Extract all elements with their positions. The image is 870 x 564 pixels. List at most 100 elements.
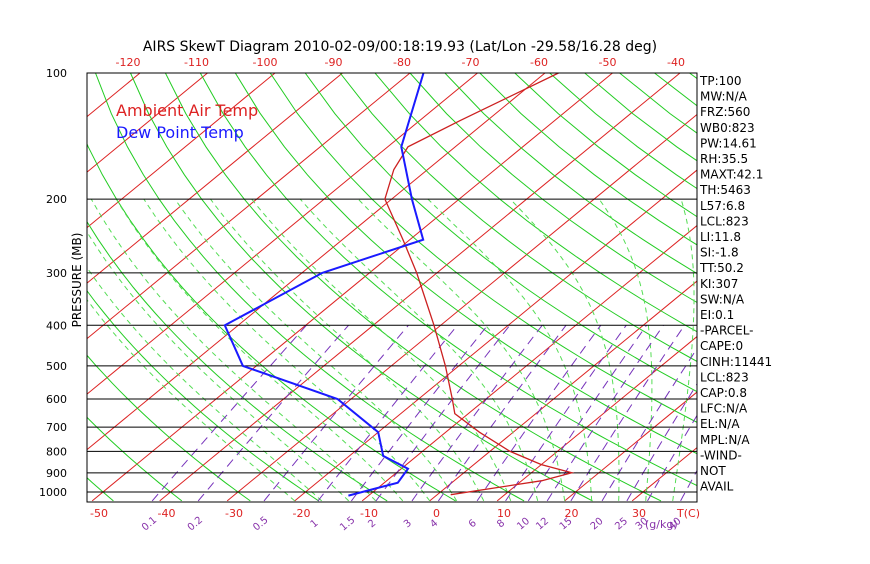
index-label: WB0:823 bbox=[700, 121, 755, 135]
moist-adiabat-line bbox=[116, 199, 402, 501]
chart-title: AIRS SkewT Diagram 2010-02-09/00:18:19.9… bbox=[143, 39, 657, 55]
mixing-ratio-line bbox=[318, 325, 457, 501]
dry-adiabat-line bbox=[270, 73, 866, 501]
isotherm-line bbox=[25, 73, 545, 501]
index-label: CAPE:0 bbox=[700, 339, 743, 353]
dry-adiabat-line bbox=[515, 73, 870, 501]
mixing-ratio-line bbox=[376, 325, 510, 501]
isotherm-line bbox=[0, 73, 73, 501]
top-temp-tick-label: -120 bbox=[116, 56, 141, 69]
top-temp-tick-label: -110 bbox=[184, 56, 209, 69]
bottom-temp-tick-label: -10 bbox=[360, 507, 378, 520]
bottom-temp-tick-label: -30 bbox=[225, 507, 243, 520]
index-label: NOT bbox=[700, 464, 726, 478]
mixing-ratio-unit: (g/kg) bbox=[645, 518, 678, 531]
pressure-tick-label: 300 bbox=[46, 267, 67, 280]
moist-adiabat-line bbox=[510, 199, 619, 501]
moist-adiabat-line bbox=[300, 199, 538, 501]
pressure-tick-label: 400 bbox=[46, 319, 67, 332]
moist-adiabat-line bbox=[47, 199, 322, 501]
dry-adiabat-line bbox=[829, 73, 870, 501]
dry-adiabat-line bbox=[480, 73, 870, 501]
moist-adiabat-line bbox=[211, 199, 484, 501]
legend-entry-ambient-air-temp: Ambient Air Temp bbox=[116, 101, 258, 120]
mixing-ratio-line bbox=[571, 325, 685, 501]
pressure-tick-label: 800 bbox=[46, 445, 67, 458]
mixing-ratio-tick-label: 12 bbox=[534, 516, 551, 533]
index-label: -PARCEL- bbox=[700, 324, 754, 338]
isotherm-line bbox=[497, 73, 870, 501]
index-label: PW:14.61 bbox=[700, 136, 757, 150]
index-label: MPL:N/A bbox=[700, 433, 750, 447]
moist-adiabat-line bbox=[358, 199, 565, 501]
index-label: -WIND- bbox=[700, 448, 742, 462]
index-label: KI:307 bbox=[700, 277, 738, 291]
mixing-ratio-line bbox=[152, 325, 306, 501]
pressure-tick-label: 100 bbox=[46, 67, 67, 80]
isotherm-line bbox=[362, 73, 870, 501]
top-temp-tick-label: -60 bbox=[530, 56, 548, 69]
moist-adiabat-line bbox=[144, 199, 430, 501]
top-temp-tick-label: -50 bbox=[599, 56, 617, 69]
dry-adiabat-line bbox=[445, 73, 870, 501]
series-line-dew-point-temp bbox=[225, 73, 424, 496]
pressure-tick-label: 600 bbox=[46, 393, 67, 406]
index-label: AVAIL bbox=[700, 480, 734, 494]
top-temp-tick-label: -100 bbox=[253, 56, 278, 69]
dry-adiabat-line bbox=[0, 73, 113, 501]
mixing-ratio-tick-label: 6 bbox=[467, 518, 479, 531]
moist-adiabat-line bbox=[175, 199, 457, 501]
index-label: RH:35.5 bbox=[700, 152, 748, 166]
dry-adiabat-line bbox=[410, 73, 870, 501]
index-label: L57:6.8 bbox=[700, 199, 745, 213]
top-temp-tick-label: -70 bbox=[462, 56, 480, 69]
top-temp-tick-label: -80 bbox=[393, 56, 411, 69]
y-axis-label: PRESSURE (MB) bbox=[70, 233, 84, 328]
top-temp-tick-label: -90 bbox=[325, 56, 343, 69]
isotherm-line bbox=[430, 73, 870, 501]
bottom-temp-tick-label: -20 bbox=[293, 507, 311, 520]
mixing-ratio-tick-label: 1.5 bbox=[338, 515, 357, 534]
mixing-ratio-tick-label: 10 bbox=[515, 516, 532, 533]
isotherm-line bbox=[0, 73, 5, 501]
index-label: SI:-1.8 bbox=[700, 246, 739, 260]
isotherm-line bbox=[835, 73, 870, 501]
dry-adiabat-line bbox=[864, 73, 870, 501]
mixing-ratio-tick-label: 1 bbox=[309, 518, 321, 531]
mixing-ratio-line bbox=[438, 325, 566, 501]
bottom-temp-tick-label: 0 bbox=[433, 507, 440, 520]
bottom-temp-tick-label: -40 bbox=[158, 507, 176, 520]
index-label: LI:11.8 bbox=[700, 230, 741, 244]
top-temp-tick-label: -40 bbox=[667, 56, 685, 69]
pressure-tick-label: 700 bbox=[46, 421, 67, 434]
dry-adiabat-line bbox=[794, 73, 870, 501]
mixing-ratio-tick-label: 3 bbox=[402, 518, 414, 531]
index-label: LCL:823 bbox=[700, 214, 749, 228]
mixing-ratio-tick-label: 0.5 bbox=[251, 515, 270, 534]
index-label: CAP:0.8 bbox=[700, 386, 747, 400]
isotherm-line bbox=[767, 73, 870, 501]
bottom-temp-tick-label: -50 bbox=[90, 507, 108, 520]
index-label: EL:N/A bbox=[700, 417, 740, 431]
index-label: TP:100 bbox=[699, 74, 742, 88]
mixing-ratio-line bbox=[477, 325, 601, 501]
dry-adiabat-line bbox=[655, 73, 870, 501]
index-label: EI:0.1 bbox=[700, 308, 734, 322]
pressure-tick-label: 200 bbox=[46, 193, 67, 206]
pressure-tick-label: 500 bbox=[46, 360, 67, 373]
series-line-ambient-air-temp bbox=[385, 73, 572, 495]
mixing-ratio-line bbox=[351, 325, 487, 501]
index-label: CINH:11441 bbox=[700, 355, 772, 369]
mixing-ratio-tick-label: 20 bbox=[589, 516, 606, 533]
index-label: MAXT:42.1 bbox=[700, 168, 763, 182]
dry-adiabat-line bbox=[305, 73, 870, 501]
index-label: TH:5463 bbox=[699, 183, 751, 197]
pressure-tick-label: 900 bbox=[46, 467, 67, 480]
mixing-ratio-tick-label: 25 bbox=[613, 516, 630, 533]
legend-entry-dew-point-temp: Dew Point Temp bbox=[116, 123, 244, 142]
dry-adiabat-line bbox=[759, 73, 870, 501]
index-label: LCL:823 bbox=[700, 370, 749, 384]
index-label: MW:N/A bbox=[700, 90, 748, 104]
